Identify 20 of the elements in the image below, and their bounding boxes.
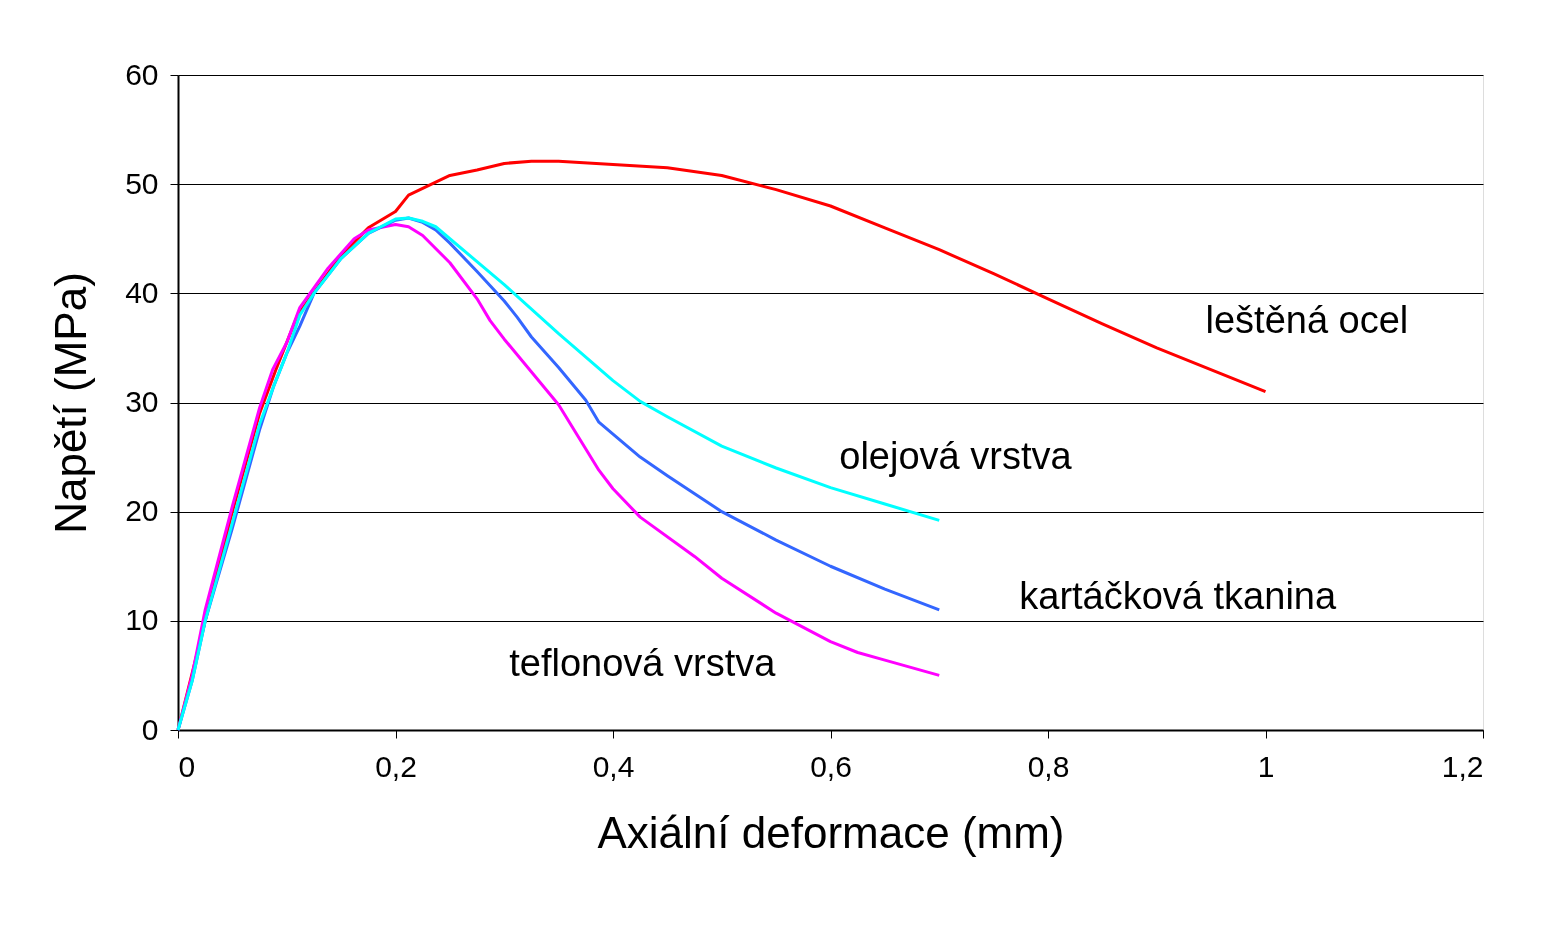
x-tick-label: 1,2 [1441,749,1484,783]
x-axis-title: Axiální deformace (mm) [597,807,1065,857]
y-tick-label: 20 [125,494,159,528]
y-tick-label: 60 [125,57,159,91]
x-tick-label: 0,4 [592,749,635,783]
x-tick-label: 0,2 [375,749,417,783]
series-label: olejová vrstva [839,435,1073,478]
y-tick-label: 0 [141,712,159,746]
x-tick-label: 0,6 [810,749,852,783]
y-tick-label: 10 [125,603,159,637]
y-tick-label: 50 [125,166,159,200]
x-tick-label: 0,8 [1027,749,1070,783]
x-tick-label: 1 [1257,749,1275,783]
series-label: leštěná ocel [1205,298,1409,341]
text: kartáčková tkanina [1019,574,1337,617]
y-tick-label: 30 [125,385,159,418]
y-tick-label: 40 [125,275,159,309]
series-label: teflonová vrstva [509,642,777,685]
y-axis-title: Napětí (MPa) [46,272,96,534]
x-tick-label: 0 [178,749,196,783]
